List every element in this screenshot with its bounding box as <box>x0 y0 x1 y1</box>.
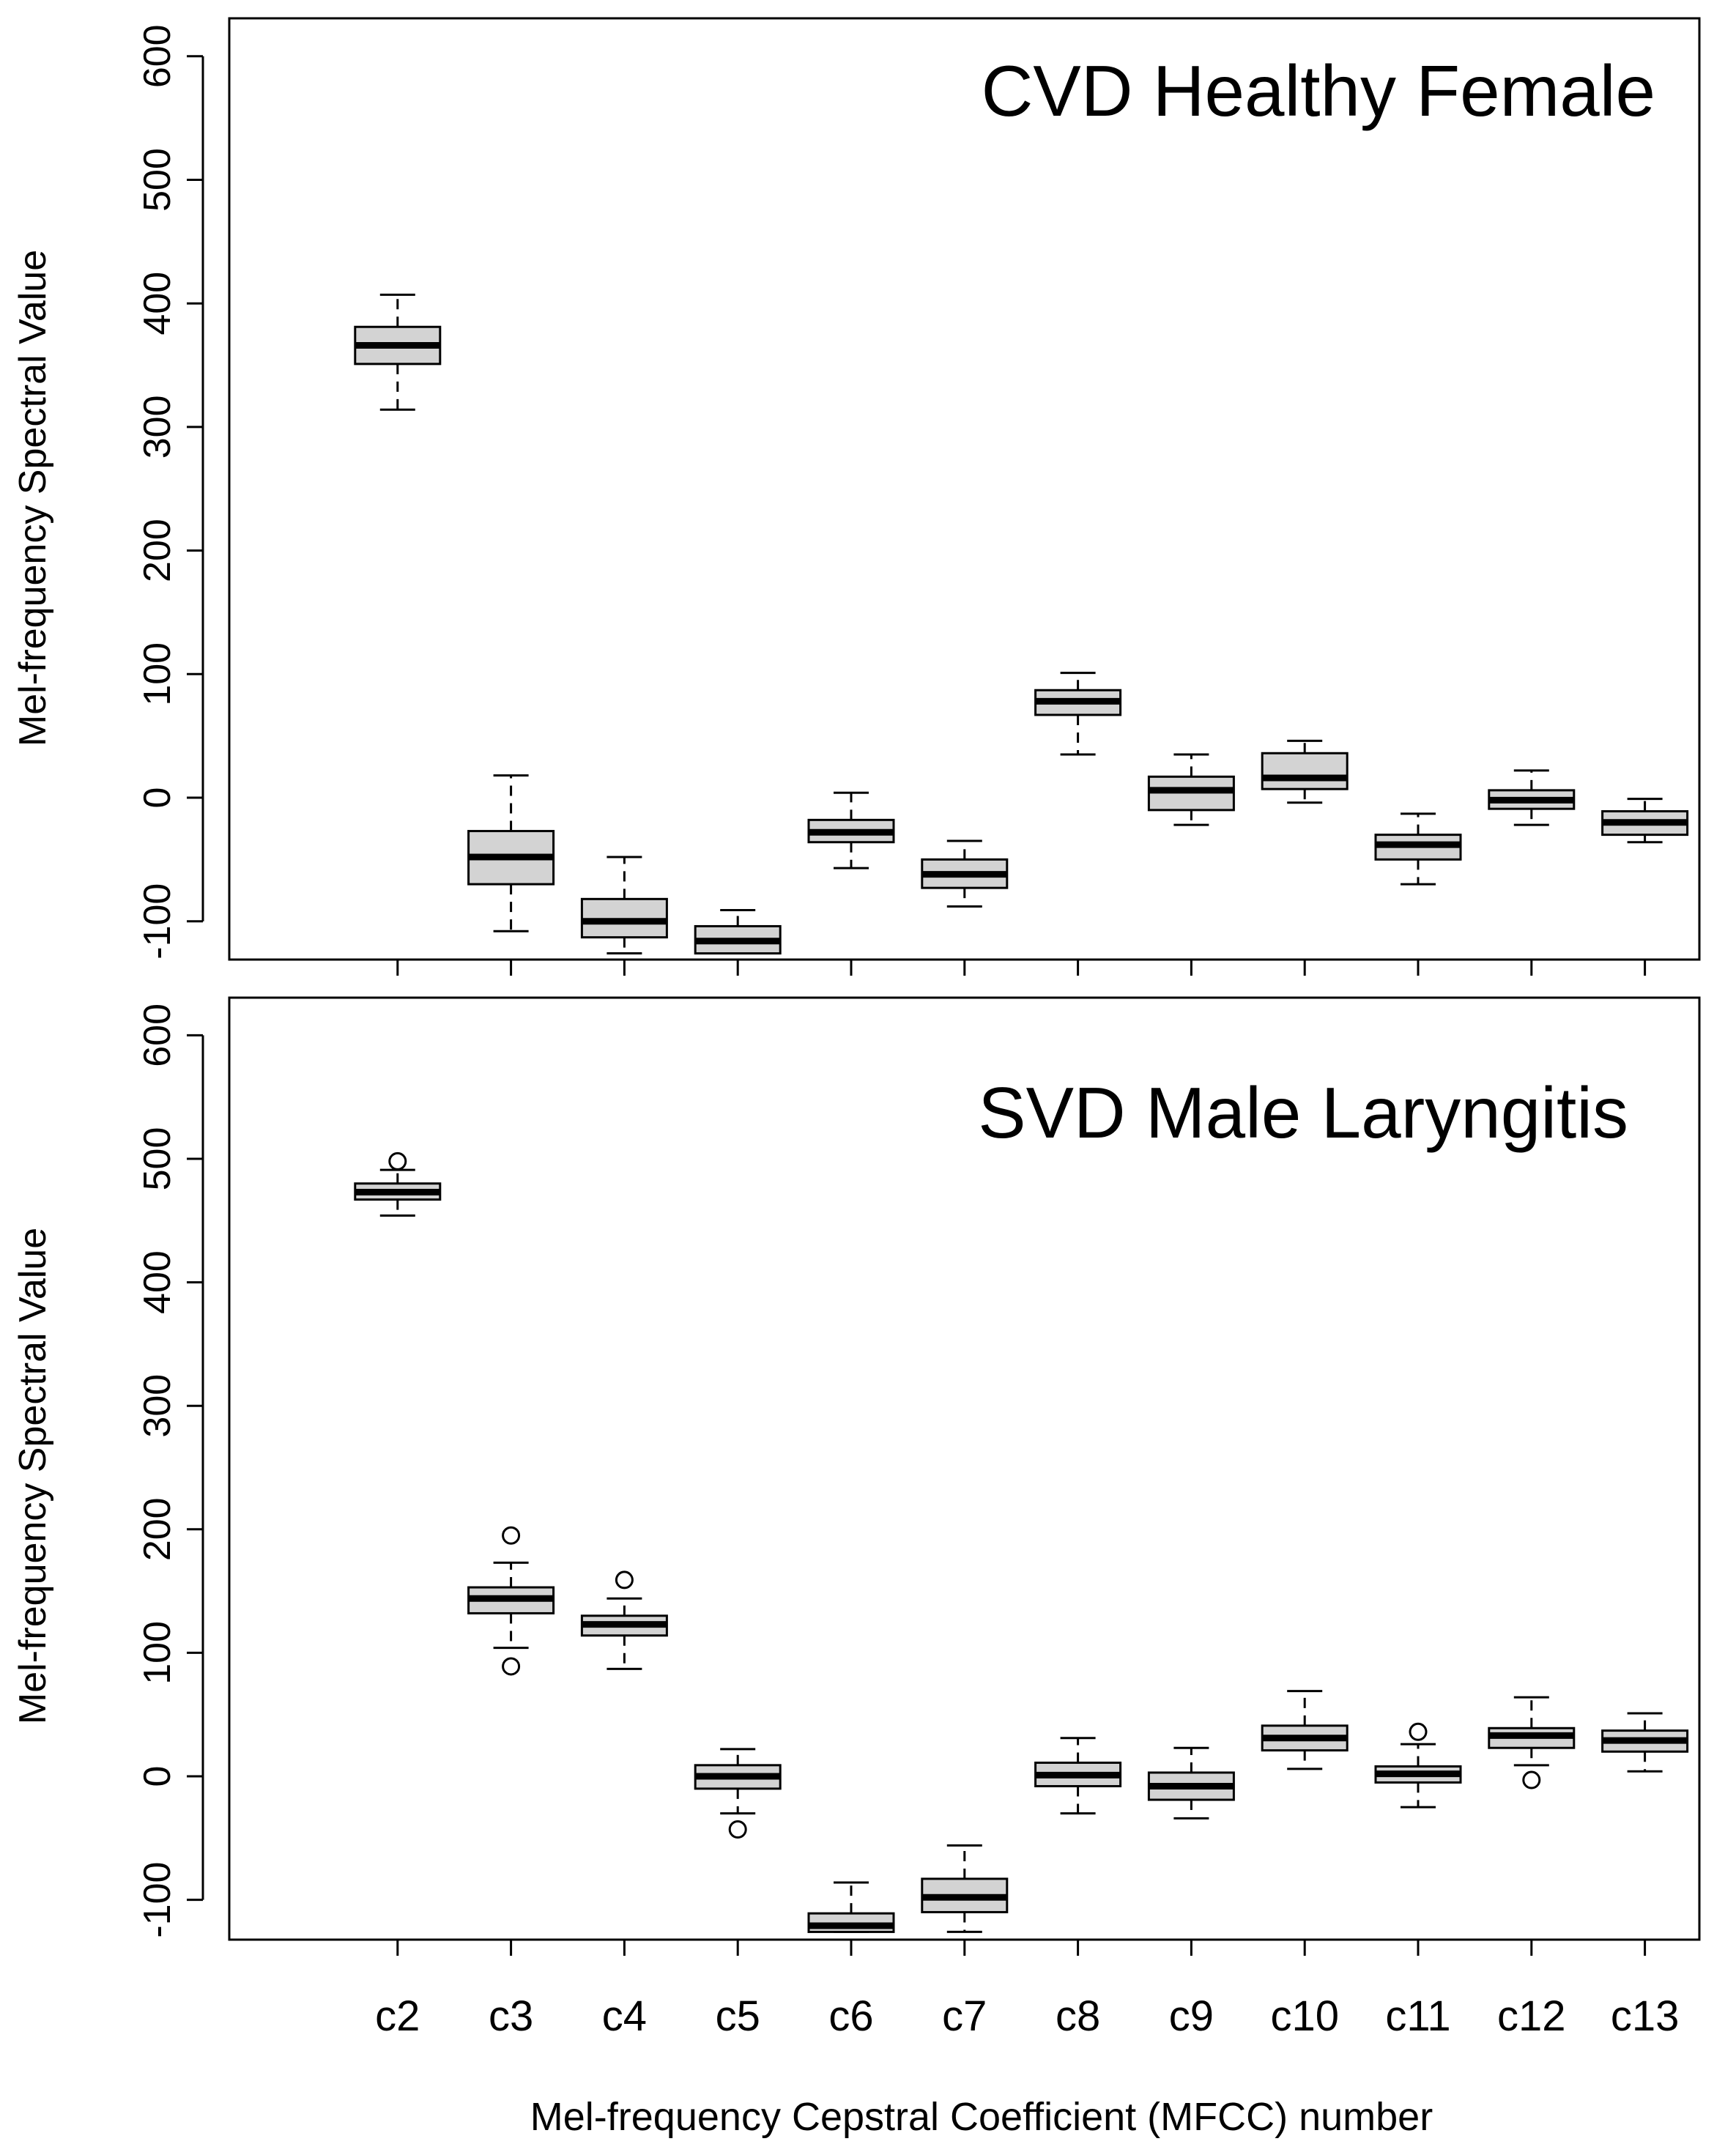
box-c4 <box>580 856 668 955</box>
box-c6 <box>807 1881 895 1933</box>
box-c5 <box>694 1748 782 1839</box>
x-tick-label: c12 <box>1497 1992 1566 2040</box>
box-c9 <box>1147 753 1235 826</box>
panel-svd-male-laryngitis: SVD Male Laryngitis Mel-frequency Spectr… <box>12 996 1701 2040</box>
outlier-point <box>1409 1722 1428 1741</box>
box-c11 <box>1374 812 1462 886</box>
y-tick-label: 100 <box>136 642 179 706</box>
box-c8 <box>1034 672 1122 756</box>
y-axis: -100 0 100 200 300 400 500 600 <box>136 24 204 960</box>
y-tick-label: 100 <box>136 1621 179 1685</box>
box-c10 <box>1261 739 1349 804</box>
box-c13 <box>1601 1712 1689 1773</box>
y-axis: -100 0 100 200 300 400 500 600 <box>136 1004 204 1938</box>
box-c12 <box>1488 1696 1576 1789</box>
y-tick-label: 400 <box>136 1250 179 1314</box>
outlier-point <box>728 1820 747 1839</box>
panel-cvd-healthy-female: CVD Healthy Female Mel-frequency Spectra… <box>12 17 1701 976</box>
box-c13 <box>1601 798 1689 844</box>
y-tick-label: 300 <box>136 1374 179 1438</box>
y-axis-label: Mel-frequency Spectral Value <box>12 1228 54 1724</box>
x-tick-label: c9 <box>1169 1992 1214 2040</box>
box-c3 <box>467 1526 555 1676</box>
x-tick-label: c8 <box>1056 1992 1100 2040</box>
x-tick-label: c4 <box>602 1992 647 2040</box>
panel-title: SVD Male Laryngitis <box>978 1072 1628 1153</box>
x-tick-label: c5 <box>716 1992 760 2040</box>
outlier-point <box>1522 1770 1541 1789</box>
y-tick-label: 300 <box>136 396 179 459</box>
x-tick-label: c7 <box>942 1992 987 2040</box>
y-tick-label: -100 <box>136 883 179 960</box>
panel-title: CVD Healthy Female <box>982 51 1655 131</box>
box-c5 <box>694 909 782 955</box>
y-tick-label: 600 <box>136 24 179 88</box>
box-c8 <box>1034 1737 1122 1815</box>
box-series <box>354 1151 1689 1933</box>
box-c6 <box>807 791 895 869</box>
y-tick-label: 500 <box>136 1127 179 1191</box>
box-c4 <box>580 1570 668 1670</box>
outlier-point <box>502 1657 521 1676</box>
box-series <box>354 293 1689 955</box>
x-axis-label: Mel-frequency Cepstral Coefficient (MFCC… <box>530 2095 1433 2139</box>
box-c12 <box>1488 769 1576 826</box>
y-axis-label: Mel-frequency Spectral Value <box>12 250 54 746</box>
x-tick-label: c6 <box>828 1992 873 2040</box>
iqr-box <box>1261 752 1349 790</box>
box-c2 <box>354 293 442 411</box>
y-tick-label: 400 <box>136 272 179 335</box>
y-tick-label: 200 <box>136 519 179 582</box>
y-tick-label: 0 <box>136 1766 179 1787</box>
x-tick-label: c13 <box>1611 1992 1680 2040</box>
box-c2 <box>354 1151 442 1217</box>
y-tick-label: 600 <box>136 1004 179 1067</box>
outlier-point <box>615 1570 634 1590</box>
x-tick-label: c2 <box>375 1992 420 2040</box>
outlier-point <box>502 1526 521 1545</box>
box-c11 <box>1374 1722 1462 1809</box>
box-c7 <box>921 1844 1009 1933</box>
x-tick-label: c3 <box>489 1992 533 2040</box>
box-c7 <box>921 839 1009 908</box>
x-axis-ticks <box>396 1940 1647 1956</box>
y-tick-label: 0 <box>136 787 179 809</box>
x-tick-label: c11 <box>1385 1992 1450 2040</box>
x-tick-label: c10 <box>1270 1992 1339 2040</box>
y-tick-label: 500 <box>136 148 179 212</box>
x-axis-ticks <box>396 960 1647 976</box>
outlier-point <box>388 1151 407 1171</box>
box-c3 <box>467 774 555 932</box>
box-c9 <box>1147 1746 1235 1820</box>
x-tick-labels: c2 c3 c4 c5 c6 c7 c8 c9 c10 c11 c12 c13 <box>375 1992 1679 2040</box>
y-tick-label: -100 <box>136 1862 179 1938</box>
box-c10 <box>1261 1690 1349 1770</box>
y-tick-label: 200 <box>136 1497 179 1561</box>
